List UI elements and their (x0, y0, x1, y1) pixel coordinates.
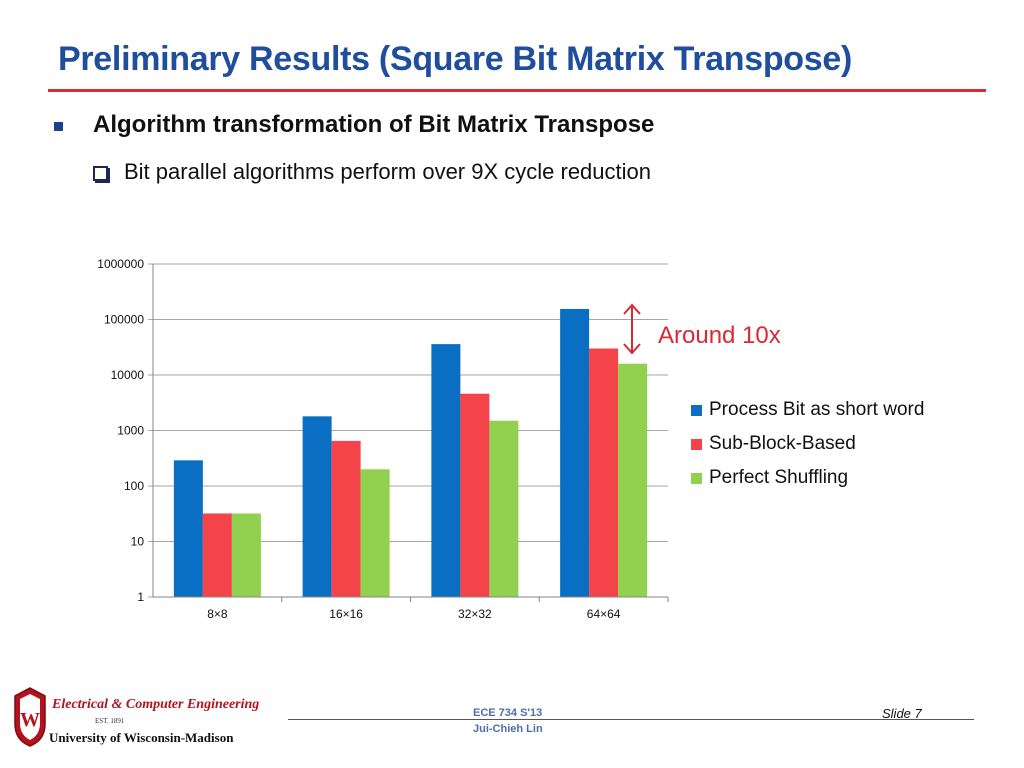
bar (460, 393, 490, 597)
bar-chart-svg: 1 10 100 1000 10000 100000 1000000 8×8 16×16 32×3… (97, 257, 669, 621)
sub-bullet-text: Bit parallel algorithms perform over 9X … (124, 159, 652, 184)
double-arrow-icon (623, 303, 641, 355)
chart-legend: Process Bit as short word Sub-Block-Base… (691, 393, 924, 495)
main-bullet: Algorithm transformation of Bit Matrix T… (54, 111, 654, 139)
legend-swatch (691, 438, 702, 450)
bar (560, 308, 590, 597)
bar (431, 344, 461, 597)
legend-item: Process Bit as short word (691, 393, 924, 427)
y-tick-label: 1000000 (97, 257, 144, 271)
bar (589, 348, 619, 597)
chart-axes: 1 10 100 1000 10000 100000 1000000 8×8 16×16 32×3… (97, 257, 669, 621)
main-bullet-text: Algorithm transformation of Bit Matrix T… (93, 111, 655, 138)
bar (360, 469, 390, 597)
slide-title: Preliminary Results (Square Bit Matrix T… (58, 40, 852, 78)
x-tick-label: 16×16 (329, 607, 363, 621)
x-tick-label: 8×8 (207, 607, 228, 621)
x-tick-label: 32×32 (458, 607, 492, 621)
bar (618, 363, 648, 597)
y-tick-label: 100000 (104, 313, 144, 327)
legend-swatch (691, 472, 702, 484)
bar (231, 513, 261, 597)
legend-label: Sub-Block-Based (709, 433, 856, 454)
x-tick-label: 64×64 (587, 607, 621, 621)
title-divider (48, 89, 986, 92)
course-label: ECE 734 S'13 (473, 707, 543, 719)
bar (202, 513, 232, 597)
department-name: Electrical & Computer Engineering (52, 697, 260, 712)
bar (173, 460, 203, 597)
y-tick-label: 1 (137, 590, 144, 604)
y-tick-label: 100 (124, 479, 144, 493)
university-seal-logo: W (14, 687, 46, 747)
legend-label: Process Bit as short word (709, 399, 925, 420)
bar (302, 416, 332, 597)
legend-item: Perfect Shuffling (691, 461, 924, 495)
author-name: Jui-Chieh Lin (473, 723, 543, 735)
y-tick-label: 10000 (111, 368, 145, 382)
square-bullet-icon (54, 121, 63, 131)
checkbox-bullet-icon (93, 165, 108, 181)
legend-label: Perfect Shuffling (709, 467, 849, 488)
sub-bullet: Bit parallel algorithms perform over 9X … (93, 159, 651, 185)
svg-text:W: W (20, 709, 40, 731)
chart-bars (173, 308, 648, 597)
bar (489, 420, 519, 597)
university-name: University of Wisconsin-Madison (49, 730, 234, 745)
bar-chart: 1 10 100 1000 10000 100000 1000000 8×8 16×16 32×3… (0, 240, 700, 640)
legend-swatch (691, 404, 702, 416)
bar (331, 440, 361, 597)
footer-divider (288, 719, 974, 720)
established-text: EST. 1891 (95, 717, 125, 725)
slide-number: Slide 7 (882, 706, 922, 721)
y-tick-label: 10 (131, 535, 145, 549)
annotation-text: Around 10x (658, 322, 781, 349)
y-tick-label: 1000 (117, 424, 144, 438)
legend-item: Sub-Block-Based (691, 427, 924, 461)
